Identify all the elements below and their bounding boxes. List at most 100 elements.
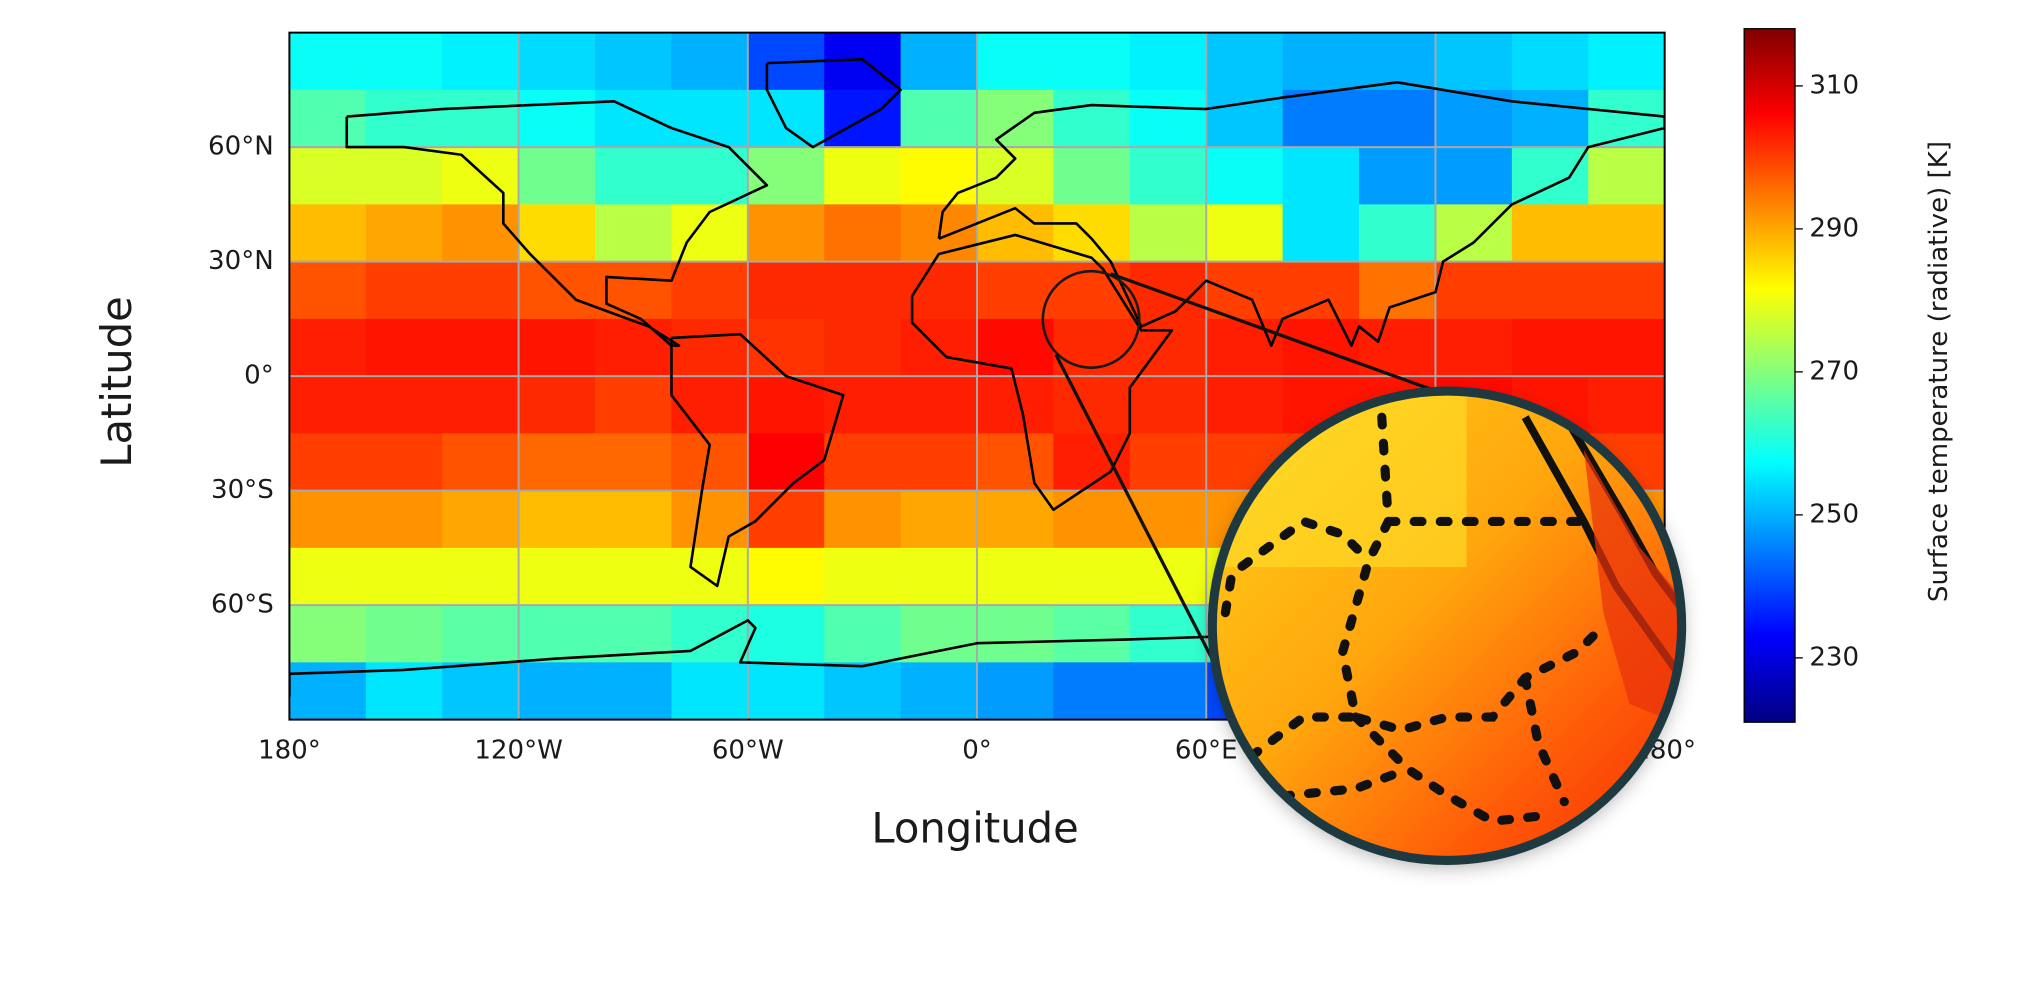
colorbar-tick-label: 310 bbox=[1809, 70, 1859, 100]
heatmap-cell bbox=[671, 318, 749, 377]
heatmap-cell bbox=[824, 318, 902, 377]
heatmap-cell bbox=[977, 433, 1055, 492]
heatmap-cell bbox=[977, 605, 1055, 664]
heatmap-cell bbox=[900, 318, 978, 377]
heatmap-cell bbox=[1053, 433, 1131, 492]
heatmap-cell bbox=[518, 662, 596, 720]
heatmap-cell bbox=[977, 261, 1055, 320]
heatmap-cell bbox=[365, 605, 443, 664]
heatmap-cell bbox=[595, 376, 673, 435]
colorbar-ramp bbox=[1743, 28, 1796, 723]
heatmap-cell bbox=[824, 490, 902, 549]
heatmap-cell bbox=[747, 547, 826, 606]
heatmap-cell bbox=[900, 605, 978, 664]
x-tick-label: 60°W bbox=[712, 735, 784, 765]
heatmap-cell bbox=[442, 261, 520, 320]
heatmap-cell bbox=[671, 490, 749, 549]
heatmap-cell bbox=[1206, 32, 1284, 91]
heatmap-cell bbox=[1053, 662, 1131, 720]
y-axis-label: Latitude bbox=[92, 296, 141, 468]
heatmap-cell bbox=[365, 433, 443, 492]
heatmap-cell bbox=[977, 204, 1055, 263]
heatmap-cell bbox=[1053, 490, 1131, 549]
heatmap-cell bbox=[1359, 204, 1437, 263]
heatmap-cell bbox=[1435, 318, 1513, 377]
heatmap-cell bbox=[1129, 147, 1208, 206]
heatmap-cell bbox=[365, 490, 443, 549]
heatmap-cell bbox=[1282, 89, 1360, 148]
heatmap-cell bbox=[1206, 318, 1284, 377]
heatmap-cell bbox=[1511, 32, 1590, 91]
colorbar: 230 250 270 290 310 bbox=[1743, 28, 1859, 723]
heatmap-cell bbox=[1129, 433, 1208, 492]
heatmap-cell bbox=[518, 32, 596, 91]
heatmap-cell bbox=[824, 147, 902, 206]
heatmap-cell bbox=[518, 147, 596, 206]
heatmap-cell bbox=[1282, 147, 1360, 206]
heatmap-cell bbox=[1435, 204, 1513, 263]
coastline bbox=[937, 80, 1665, 347]
heatmap-cell bbox=[1129, 89, 1208, 148]
heatmap-cell bbox=[1588, 147, 1665, 206]
zoom-connector bbox=[1110, 272, 1481, 409]
heatmap-cell bbox=[1129, 318, 1208, 377]
heatmap-cell bbox=[747, 204, 826, 263]
heatmap-cell bbox=[595, 490, 673, 549]
y-tick-label: 60°N bbox=[208, 132, 274, 162]
heatmap-cell bbox=[747, 89, 826, 148]
heatmap-cell bbox=[442, 376, 520, 435]
heatmap-cell bbox=[1129, 662, 1208, 720]
heatmap-cell bbox=[747, 433, 826, 492]
heatmap-cell bbox=[518, 433, 596, 492]
heatmap-cell bbox=[595, 147, 673, 206]
heatmap-cell bbox=[747, 662, 826, 720]
x-tick-label: 120°W bbox=[474, 735, 563, 765]
heatmap-cell bbox=[1511, 318, 1590, 377]
coastline bbox=[765, 58, 902, 149]
heatmap-cell bbox=[1282, 318, 1360, 377]
heatmap-cell bbox=[671, 433, 749, 492]
heatmap-cell bbox=[289, 89, 367, 148]
heatmap-cell bbox=[1129, 261, 1208, 320]
heatmap-cell bbox=[1129, 204, 1208, 263]
x-tick-label: 60°E bbox=[1175, 735, 1238, 765]
heatmap-cell bbox=[1129, 490, 1208, 549]
heatmap-cell bbox=[289, 32, 367, 91]
heatmap-cell bbox=[824, 605, 902, 664]
heatmap-cell bbox=[442, 662, 520, 720]
heatmap-cell bbox=[900, 261, 978, 320]
heatmap-cell bbox=[1282, 32, 1360, 91]
heatmap-cell bbox=[671, 662, 749, 720]
heatmap-cell bbox=[747, 261, 826, 320]
heatmap-cell bbox=[824, 547, 902, 606]
heatmap-cell bbox=[824, 204, 902, 263]
heatmap-cell bbox=[1359, 89, 1437, 148]
heatmap-cell bbox=[289, 261, 367, 320]
heatmap-cell bbox=[1206, 261, 1284, 320]
heatmap-cell bbox=[595, 204, 673, 263]
heatmap-cell bbox=[442, 605, 520, 664]
heatmap-cell bbox=[824, 662, 902, 720]
heatmap-cell bbox=[747, 318, 826, 377]
heatmap-cell bbox=[442, 547, 520, 606]
coastline bbox=[670, 332, 845, 588]
heatmap-cell bbox=[1206, 204, 1284, 263]
heatmap-cell bbox=[289, 204, 367, 263]
grid bbox=[289, 32, 1665, 720]
heatmap-cell bbox=[1206, 376, 1284, 435]
heatmap-cell bbox=[671, 376, 749, 435]
heatmap-cell bbox=[1359, 261, 1437, 320]
heatmap-cell bbox=[1435, 147, 1513, 206]
heatmap-cell bbox=[518, 89, 596, 148]
zoom-border bbox=[1207, 386, 1687, 865]
colorbar-tick-label: 270 bbox=[1809, 356, 1859, 386]
heatmap-cell bbox=[1359, 32, 1437, 91]
y-tick-label: 0° bbox=[244, 361, 274, 391]
heatmap-cell bbox=[977, 662, 1055, 720]
heatmap-cell bbox=[442, 318, 520, 377]
coastline bbox=[345, 100, 769, 347]
heatmap-cell bbox=[595, 433, 673, 492]
heatmap-cell bbox=[1129, 376, 1208, 435]
heatmap-cell bbox=[1511, 89, 1590, 148]
heatmap-cell bbox=[365, 261, 443, 320]
